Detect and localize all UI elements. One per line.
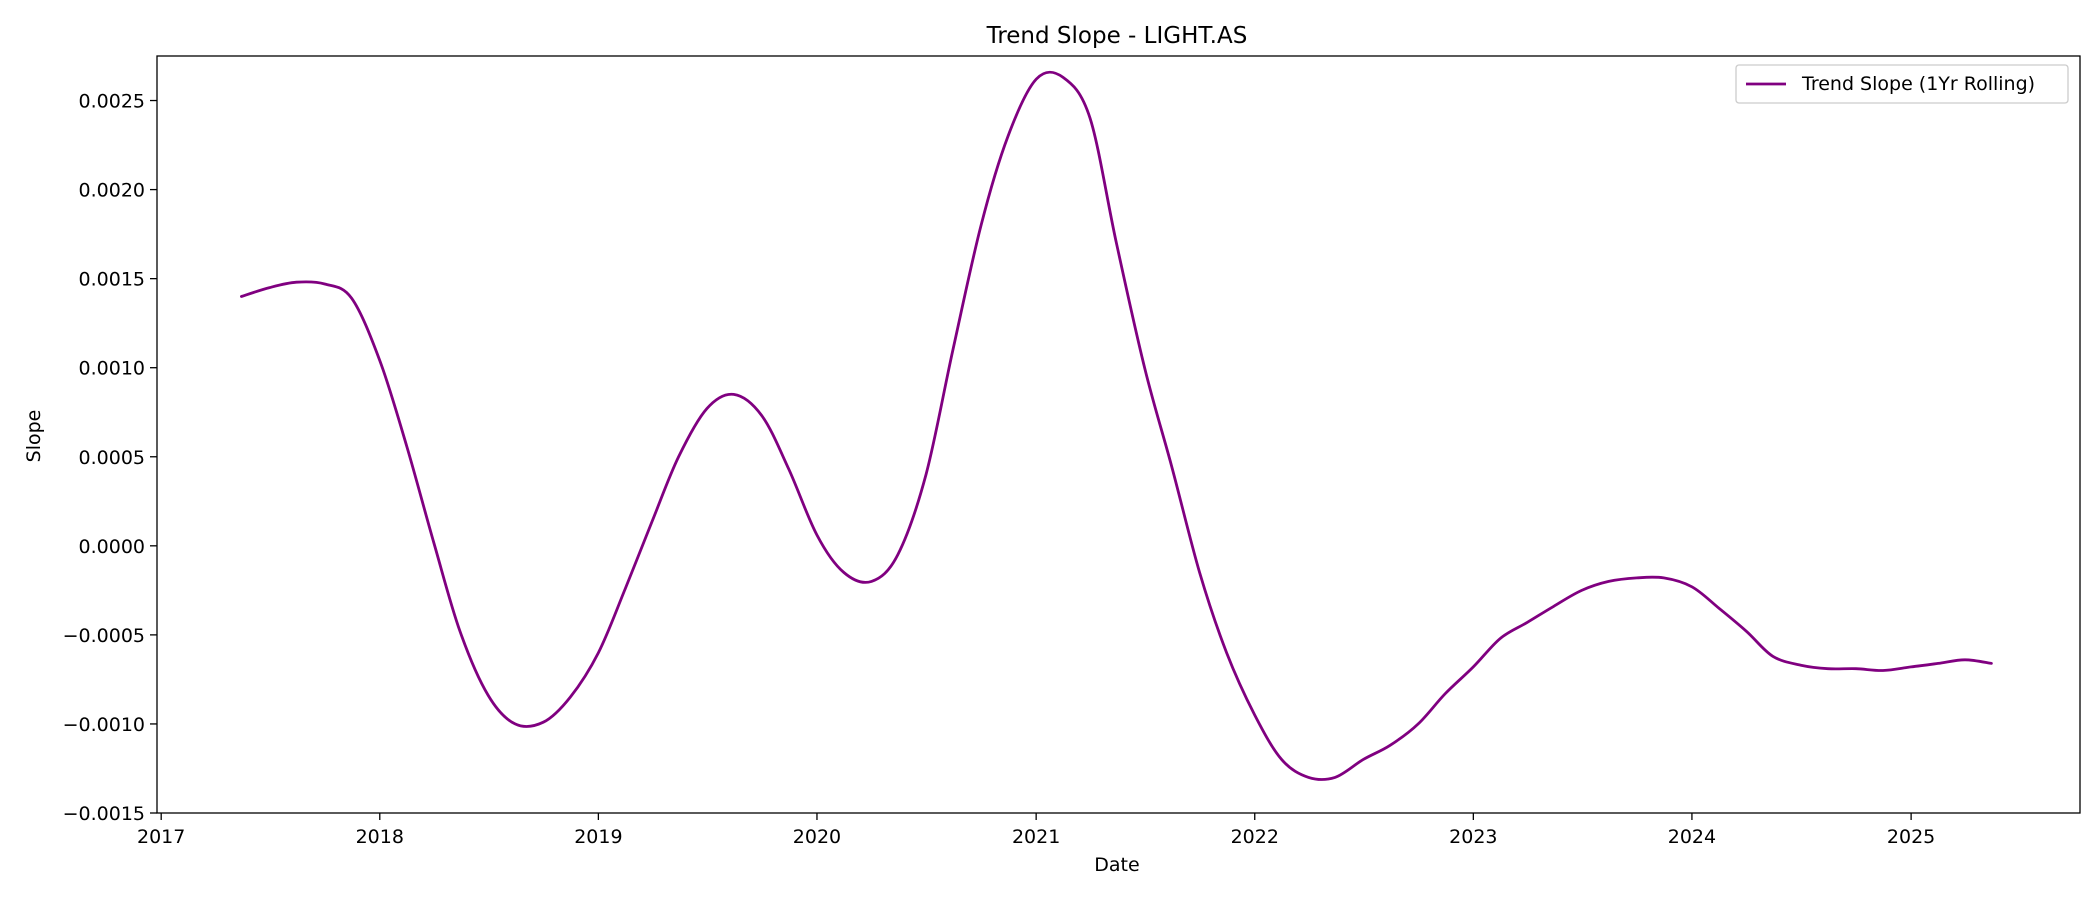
y-axis-ticks: −0.0015 −0.0010 −0.0005 0.0000 0.0005 0.0010 0… [63,91,157,825]
y-tick-label: −0.0010 [63,714,145,736]
y-tick-label: 0.0020 [79,180,145,202]
y-tick-label: 0.0010 [79,358,145,380]
x-tick-label: 2018 [356,826,404,848]
y-tick-label: 0.0015 [79,269,145,291]
y-tick-label: −0.0005 [63,625,145,647]
x-tick-label: 2022 [1231,826,1279,848]
x-tick-label: 2021 [1012,826,1060,848]
x-tick-label: 2020 [793,826,841,848]
x-tick-label: 2019 [574,826,622,848]
series-line-trend-slope [240,70,1993,781]
x-axis-title: Date [1094,854,1139,876]
legend: Trend Slope (1Yr Rolling) [1735,64,2069,104]
y-tick-label: −0.0015 [63,803,145,825]
y-tick-label: 0.0005 [79,447,145,469]
legend-label: Trend Slope (1Yr Rolling) [1801,73,2035,95]
x-tick-label: 2024 [1668,826,1716,848]
plot-area-frame [156,55,2081,814]
y-axis-title: Slope [23,410,45,463]
x-tick-label: 2023 [1449,826,1497,848]
legend-box [1735,64,2069,104]
y-tick-label: 0.0025 [79,91,145,113]
x-axis-ticks: 2017 2018 2019 2020 2021 2022 2023 2024 2025 [137,813,1935,848]
chart-title: Trend Slope - LIGHT.AS [986,23,1248,49]
y-tick-label: 0.0000 [79,536,145,558]
x-tick-label: 2017 [137,826,185,848]
x-tick-label: 2025 [1887,826,1935,848]
